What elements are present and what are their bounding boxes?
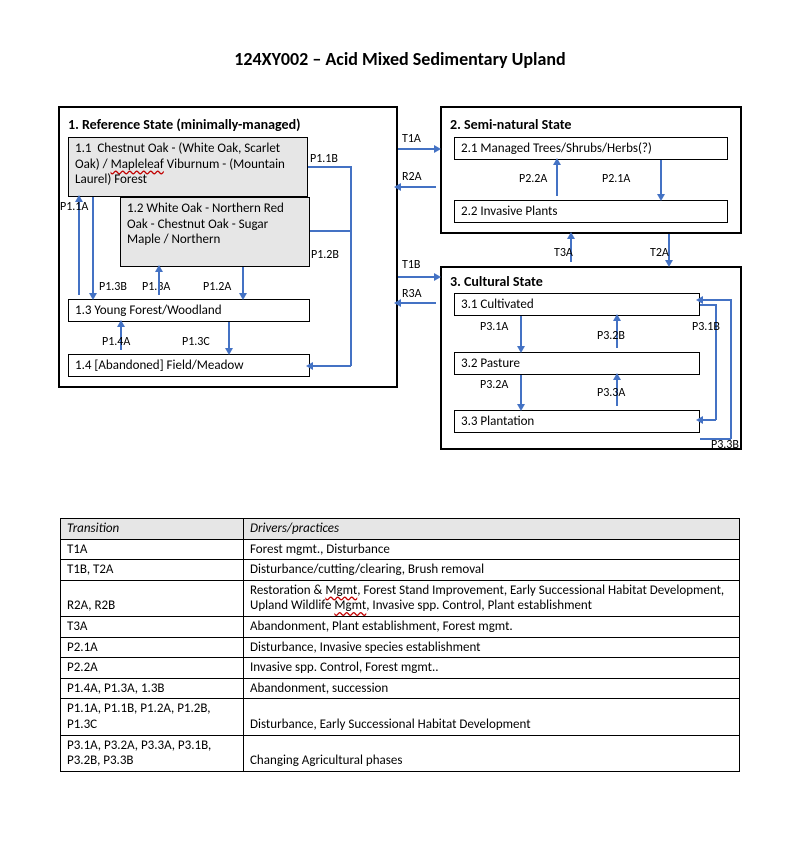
- table-row: P1.1A, P1.1B, P1.2A, P1.2B, P1.3CDisturb…: [61, 699, 740, 735]
- label-t1b: T1B: [402, 258, 420, 272]
- label-p21a: P2.1A: [602, 172, 630, 186]
- label-t1a: T1A: [402, 132, 421, 146]
- col-drivers: Drivers/practices: [244, 519, 740, 540]
- arrow-p11b-head: [306, 362, 313, 370]
- table-row: P2.2AInvasive spp. Control, Forest mgmt.…: [61, 658, 740, 679]
- arrow-p11a-head: [89, 293, 97, 300]
- arrow-p11a-line: [92, 197, 94, 295]
- arrow-p32a-head: [517, 404, 525, 411]
- phase-3-2: 3.2 Pasture: [454, 352, 700, 375]
- arrow-p13c-line: [228, 322, 230, 350]
- label-t2a: T2A: [650, 246, 669, 260]
- arrow-r2a-line: [398, 186, 436, 188]
- arrow-p12a-head: [239, 293, 247, 300]
- table-row: T1AForest mgmt., Disturbance: [61, 539, 740, 560]
- phase-1-2: 1.2 White Oak - Northern Red Oak - Chest…: [120, 197, 310, 267]
- arrow-p21a-line: [660, 160, 662, 196]
- arrow-t3a-head: [567, 232, 575, 239]
- arrow-p31a-line: [520, 316, 522, 348]
- phase-2-2: 2.2 Invasive Plants: [454, 200, 728, 223]
- arrow-p22a-head: [553, 158, 561, 165]
- arrow-p31b-top: [700, 304, 716, 306]
- label-p22a: P2.2A: [519, 172, 547, 186]
- arrow-p22a-line: [556, 160, 558, 196]
- table-row: P2.1ADisturbance, Invasive species estab…: [61, 637, 740, 658]
- label-r3a: R3A: [402, 287, 422, 301]
- arrow-p32b-head: [613, 314, 621, 321]
- arrow-p32a-line: [520, 375, 522, 406]
- table-row: T3AAbandonment, Plant establishment, For…: [61, 616, 740, 637]
- label-p32b: P3.2B: [597, 329, 625, 343]
- table-row: R2A, R2BRestoration & Mgmt, Forest Stand…: [61, 580, 740, 616]
- arrow-p33a-head: [613, 373, 621, 380]
- label-p12a: P1.2A: [203, 280, 231, 294]
- phase-3-1: 3.1 Cultivated: [454, 293, 700, 316]
- label-p33a: P3.3A: [597, 386, 625, 400]
- state-1-title: 1. Reference State (minimally-managed): [68, 116, 300, 133]
- arrow-p11b-bottom: [310, 365, 351, 367]
- label-p13b: P1.3B: [99, 280, 127, 294]
- phase-2-1: 2.1 Managed Trees/Shrubs/Herbs(?): [454, 137, 728, 160]
- label-p33b: P3.3B: [711, 438, 739, 452]
- label-p11a: P1.1A: [60, 200, 88, 214]
- arrow-p31b-head: [696, 416, 703, 424]
- arrow-t1a-line: [398, 148, 436, 150]
- page-title: 124XY002 – Acid Mixed Sedimentary Upland: [0, 48, 800, 70]
- arrow-t1b-head: [434, 273, 441, 281]
- arrow-p13a-head: [155, 265, 163, 272]
- phase-1-4: 1.4 [Abandoned] Field/Meadow: [68, 354, 310, 377]
- arrow-p12b-conn12: [310, 230, 351, 232]
- arrow-p33b-head: [696, 296, 703, 304]
- arrow-r3a-line: [398, 302, 436, 304]
- label-p31a: P3.1A: [480, 320, 508, 334]
- label-p31b: P3.1B: [692, 320, 720, 334]
- arrow-p11b-line: [350, 166, 352, 366]
- state-2-title: 2. Semi-natural State: [450, 116, 571, 133]
- arrow-p14a-head: [117, 320, 125, 327]
- table-row: P1.4A, P1.3A, 1.3BAbandonment, successio…: [61, 678, 740, 699]
- arrow-t1a-head: [434, 145, 441, 153]
- col-transition: Transition: [61, 519, 244, 540]
- state-3-title: 3. Cultural State: [450, 273, 543, 290]
- arrow-p12a-line: [242, 267, 244, 295]
- page: 124XY002 – Acid Mixed Sedimentary Upland…: [0, 0, 800, 862]
- arrow-t1b-line: [398, 276, 436, 278]
- arrow-p33b-top: [700, 299, 731, 301]
- phase-3-3: 3.3 Plantation: [454, 410, 700, 433]
- label-p11b: P1.1B: [310, 152, 338, 166]
- label-p12b: P1.2B: [311, 248, 339, 262]
- phase-1-1: 1.1 Chestnut Oak - (White Oak, Scarlet O…: [68, 137, 308, 197]
- label-p13a: P1.3A: [142, 280, 170, 294]
- arrow-p31a-head: [517, 346, 525, 353]
- arrow-p21a-head: [657, 194, 665, 201]
- arrow-p33b-line: [730, 299, 732, 439]
- transitions-table: Transition Drivers/practices T1AForest m…: [60, 518, 740, 772]
- arrow-t2a-head: [665, 260, 673, 267]
- table-header-row: Transition Drivers/practices: [61, 519, 740, 540]
- arrow-r2a-head: [394, 183, 401, 191]
- arrow-r3a-head: [394, 299, 401, 307]
- label-p32a: P3.2A: [480, 378, 508, 392]
- label-p13c: P1.3C: [182, 335, 210, 349]
- table-row: T1B, T2ADisturbance/cutting/clearing, Br…: [61, 560, 740, 581]
- arrow-p13c-head: [225, 348, 233, 355]
- phase-1-3: 1.3 Young Forest/Woodland: [68, 299, 310, 322]
- label-r2a: R2A: [402, 170, 422, 184]
- table-row: P3.1A, P3.2A, P3.3A, P3.1B, P3.2B, P3.3B…: [61, 735, 740, 771]
- label-t3a: T3A: [554, 246, 573, 260]
- arrow-p11b-conn11: [308, 166, 351, 168]
- label-p14a: P1.4A: [102, 335, 130, 349]
